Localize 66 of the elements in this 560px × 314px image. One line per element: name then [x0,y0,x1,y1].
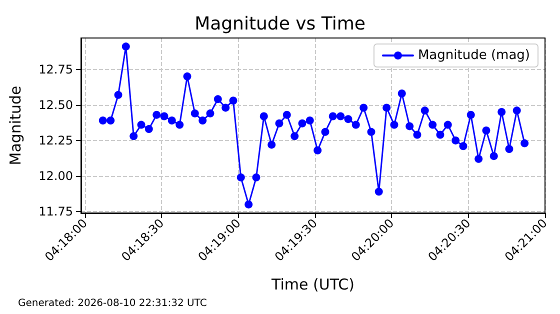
point [482,126,490,134]
point [275,119,284,128]
point [190,109,199,118]
y-tick-label: 12.75 [38,62,73,76]
point [260,112,268,120]
y-tick-label: 12.50 [38,98,73,112]
point [374,188,383,196]
point [137,120,146,129]
point [198,116,207,125]
point [490,152,498,160]
point [444,120,452,129]
point [474,154,483,163]
point [114,90,122,99]
point [428,120,437,129]
y-tick-label: 12.25 [38,133,73,148]
point [183,72,192,80]
point [505,144,514,153]
point [512,106,521,115]
point [298,119,306,128]
point [244,200,253,208]
point [420,106,429,115]
point [122,42,130,51]
point [144,125,153,134]
point [328,112,337,120]
point [344,115,352,124]
point [268,140,276,149]
y-tick-label: 12.00 [38,169,73,184]
y-tick-label: 11.75 [38,204,73,219]
point [321,128,330,136]
point [520,139,529,148]
point [436,130,444,139]
point [452,136,460,144]
x-axis-title: Time (UTC) [270,276,354,294]
point [206,109,214,118]
chart-title: Magnitude vs Time [194,14,366,34]
point [367,128,376,136]
point [282,110,291,119]
point [160,112,168,120]
point [152,110,161,119]
point [229,96,238,105]
point [459,142,468,150]
point [98,116,107,125]
point [498,108,506,116]
point [176,120,184,129]
point [236,173,245,182]
point [106,116,115,125]
point [413,130,422,139]
point [390,120,398,129]
point [130,132,138,140]
point [306,116,314,125]
text: Generated: 2026-08-10 22:31:32 UTC [18,298,207,309]
point [352,120,360,129]
legend-label: Magnitude (mag) [418,48,530,63]
point [214,95,222,104]
point [290,132,299,140]
y-axis-title: Magnitude [6,86,24,166]
point [336,112,345,120]
point [406,122,414,130]
point [314,146,322,154]
point [360,104,368,112]
point [252,173,260,182]
point [466,110,475,119]
point [168,116,176,125]
point [222,104,230,112]
point [382,104,391,112]
point [398,89,406,98]
